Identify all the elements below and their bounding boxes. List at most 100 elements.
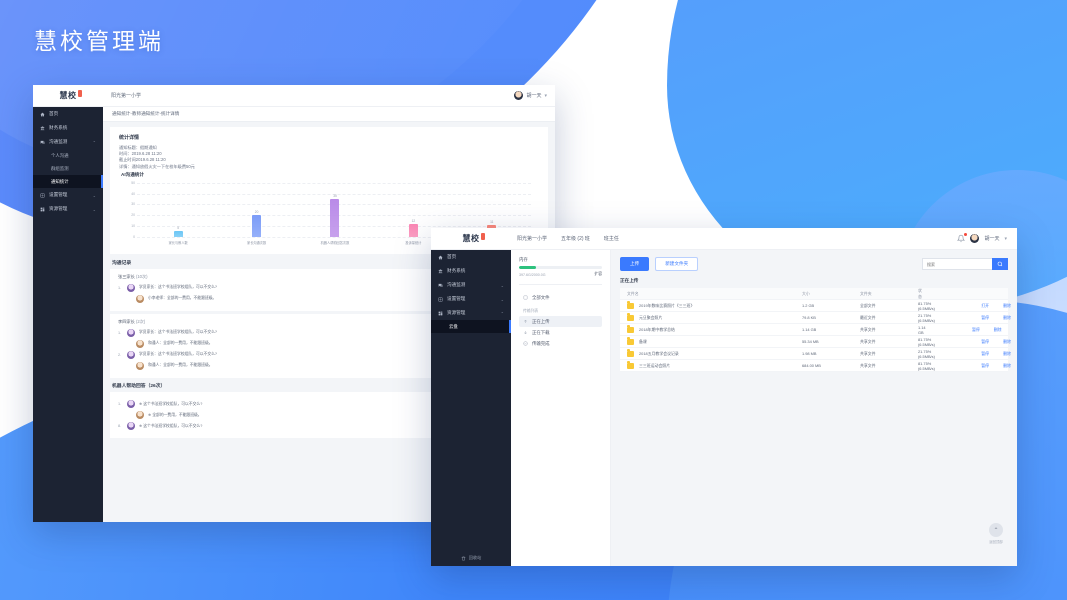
window2-logo[interactable]: 慧校 — [431, 233, 511, 244]
user-name: 胡一天 — [984, 236, 1000, 242]
table-row[interactable]: 备课 55.34 MB 共享文件 81.75% (6.5MB/s) 暂停 删除 — [620, 336, 1011, 348]
chevron-up-icon: ⌃ — [500, 310, 504, 316]
cell-status: 21.75% (6.5MB/s) — [918, 348, 935, 359]
panel-item-uploading[interactable]: 正在上传 — [519, 316, 602, 327]
sidebar-item-home[interactable]: 首页 — [431, 250, 511, 264]
chart-bar-column: 35 — [304, 194, 367, 237]
delete-action[interactable]: 删除 — [1003, 350, 1011, 356]
cell-actions: 暂停 删除 — [935, 315, 1011, 321]
notification-bell-icon[interactable] — [957, 232, 969, 243]
window1-user-menu[interactable]: 胡一天 ▾ — [514, 85, 555, 106]
pause-action[interactable]: 暂停 — [981, 350, 990, 356]
panel-item-label: 正在上传 — [532, 318, 550, 324]
back-to-top-label: 返回顶部 — [989, 540, 1003, 544]
resource-icon — [40, 207, 45, 212]
check-icon — [523, 341, 528, 346]
sidebar-item-finance[interactable]: 财务系统 — [33, 121, 103, 135]
cell-folder: 最近文件 — [860, 314, 876, 320]
panel-item-completed[interactable]: 传输完成 — [519, 338, 602, 349]
window1-header: 慧校 阳光第一小学 胡一天 ▾ — [33, 85, 555, 107]
cell-actions: 暂停 删除 — [935, 363, 1011, 369]
new-folder-button[interactable]: 新建文件夹 — [655, 257, 699, 271]
column-header-folder: 文件夹 — [860, 290, 872, 296]
group-name: 李四家长 — [118, 318, 135, 324]
message-text: 小李老师：全部的一费用，不能跟班级。 — [148, 296, 217, 301]
sidebar-item-communication[interactable]: 沟通监测 ⌄ — [431, 278, 511, 292]
message-text: 学员家长：这个书法班学校组队，可以不交么? — [139, 352, 218, 357]
message-text: ※ 这个书法班学校组队，可以不交么? — [139, 401, 203, 406]
table-row[interactable]: 三三班运动会照片 684.00 MB 共享文件 81.75% (6.5MB/s) 暂停 删… — [620, 360, 1011, 372]
avatar — [136, 339, 144, 348]
sidebar-item-settings[interactable]: 设置管理 ⌄ — [33, 188, 103, 202]
delete-action[interactable]: 删除 — [993, 326, 1002, 332]
group-count: (2次) — [135, 318, 146, 324]
chevron-down-icon: ▾ — [1004, 235, 1007, 242]
sidebar-subitem-personal-chat[interactable]: 个人沟通 — [51, 152, 69, 158]
sidebar-item-home[interactable]: 首页 — [33, 107, 103, 121]
sidebar-item-resources[interactable]: 资源管理 ⌄ — [33, 202, 103, 216]
admin-window-cloud-disk: 慧校 阳光第一小学 五年级 (2) 班 班主任 胡一天 ▾ — [431, 228, 1017, 566]
sidebar-item-settings[interactable]: 设置管理 ⌄ — [431, 292, 511, 306]
sidebar-item-finance[interactable]: 财务系统 — [431, 264, 511, 278]
window1-logo[interactable]: 慧校 — [33, 85, 103, 106]
message-index: 8. — [118, 423, 122, 428]
panel-item-downloading[interactable]: 正在下载 — [519, 327, 602, 338]
table-header-row: 文件名 大小 文件夹 状态 — [620, 288, 1008, 300]
sidebar-subitem-notice-stats[interactable]: 通知统计 — [33, 175, 103, 188]
sidebar-item-label: 财务系统 — [49, 125, 68, 130]
cell-actions: 暂停 删除 — [935, 339, 1011, 345]
pause-action[interactable]: 暂停 — [981, 314, 990, 320]
folder-icon — [627, 313, 634, 321]
pause-action[interactable]: 暂停 — [972, 326, 980, 332]
table-row[interactable]: 2018五月教学会议记录 1.98 MB 共享文件 21.75% (6.5MB/s) 暂… — [620, 348, 1011, 360]
chevron-down-icon: ⌄ — [500, 282, 504, 288]
delete-action[interactable]: 删除 — [1003, 302, 1011, 308]
expand-storage-link[interactable]: 扩容 — [594, 272, 602, 276]
pause-action[interactable]: 暂停 — [981, 362, 990, 368]
transfer-list-title: 传输列表 — [523, 309, 539, 313]
sidebar-subitem-personal-wrap: 个人沟通 — [33, 149, 103, 162]
delete-action[interactable]: 删除 — [1003, 338, 1011, 344]
settings-icon — [40, 192, 45, 198]
search-button[interactable] — [992, 258, 1008, 270]
column-header-status: 状态 — [918, 287, 922, 299]
column-header-size: 大小 — [802, 290, 810, 296]
folder-icon — [627, 325, 634, 333]
avatar — [514, 91, 524, 100]
search-input[interactable] — [922, 258, 992, 270]
sidebar-subitem-cloud-disk[interactable]: 云盘 — [431, 320, 511, 333]
chevron-down-icon: ▾ — [544, 92, 547, 99]
cell-status: 1.14 GB — [918, 324, 926, 335]
chart-bar-value: 12 — [411, 218, 416, 223]
cell-size: 684.00 MB — [802, 363, 821, 368]
avatar — [127, 350, 135, 359]
user-name: 胡一天 — [526, 93, 542, 99]
cell-file-name: 2018五月教学会议记录 — [627, 349, 802, 357]
back-to-top[interactable]: ⌃ 返回顶部 — [989, 523, 1003, 544]
delete-action[interactable]: 删除 — [1003, 314, 1011, 320]
table-row[interactable]: 2018年期中教学总结 1.14 GB 共享文件 1.14 GB 暂停 删除 — [620, 324, 1008, 336]
cell-folder: 全部文件 — [860, 302, 876, 308]
sidebar-recycle-bin[interactable]: 回收站 — [431, 550, 511, 566]
pause-action[interactable]: 暂停 — [981, 338, 990, 344]
pause-action[interactable]: 打开 — [981, 302, 990, 308]
panel-item-all-files[interactable]: 全部文件 — [519, 292, 602, 303]
cell-size: 1.98 MB — [802, 351, 817, 356]
sidebar-item-communication[interactable]: 沟通监测 ⌃ — [33, 135, 103, 149]
table-row[interactable]: 2019年数味比赛照片《三三班》 1.2 GB 全部文件 81.75% (6.5MB/… — [620, 300, 1011, 312]
table-row[interactable]: 元旦聚会照片 79.8 KB 最近文件 21.75% (6.5MB/s) 暂停 删除 — [620, 312, 1011, 324]
resource-icon — [438, 311, 443, 316]
cell-folder: 共享文件 — [860, 362, 876, 368]
cell-file-name: 元旦聚会照片 — [627, 313, 802, 321]
sidebar-item-resources[interactable]: 资源管理 ⌃ — [431, 306, 511, 320]
upload-button[interactable]: 上传 — [620, 257, 650, 271]
cell-file-name: 备课 — [627, 337, 802, 345]
chart-y-tick: 20 — [131, 213, 135, 218]
delete-action[interactable]: 删除 — [1003, 362, 1011, 368]
chart-x-tick: 机器人帮助回答次数 — [320, 240, 350, 245]
home-icon — [438, 255, 443, 260]
sidebar-subitem-group-monitor[interactable]: 群组监测 — [51, 165, 69, 171]
file-name-text: 三三班运动会照片 — [639, 362, 671, 368]
sidebar-subitem-cloud-wrap: 云盘 — [431, 320, 511, 333]
chevron-down-icon: ⌄ — [92, 192, 96, 198]
